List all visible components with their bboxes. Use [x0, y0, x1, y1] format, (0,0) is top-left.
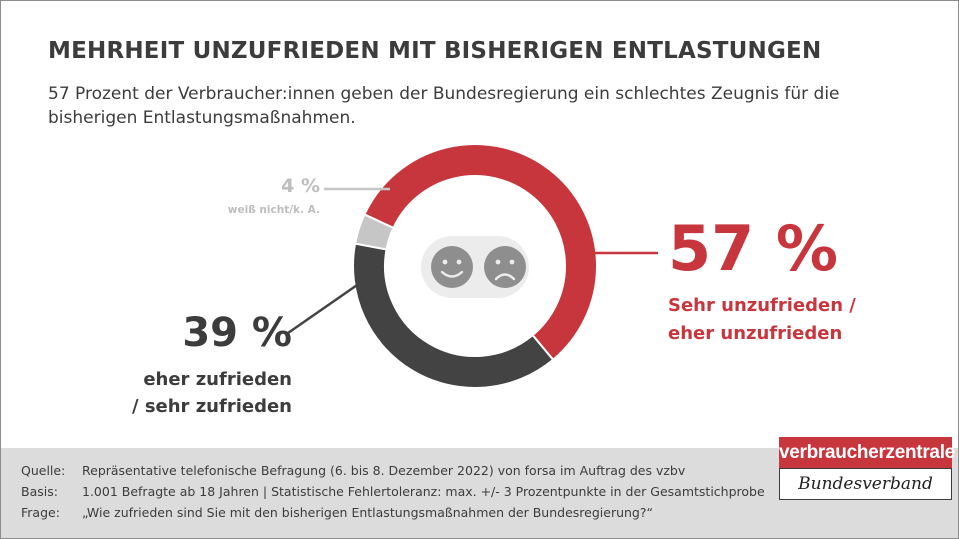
donut-segment-unzufrieden: [363, 143, 598, 362]
donut-segment-zufrieden: [352, 242, 555, 389]
label-unzufrieden-category: Sehr unzufrieden / eher unzufrieden: [668, 292, 868, 348]
logo-wordmark: verbraucherzentrale: [779, 437, 955, 468]
smiley-face-icon: [431, 246, 473, 288]
label-zufrieden-line1: eher zufrieden: [143, 369, 292, 390]
frage-key: Frage:: [21, 505, 60, 520]
frage-value: „Wie zufrieden sind Sie mit den bisherig…: [82, 505, 653, 520]
label-zufrieden-category: eher zufrieden / sehr zufrieden: [92, 366, 292, 420]
chart-title: MEHRHEIT UNZUFRIEDEN MIT BISHERIGEN ENTL…: [48, 38, 822, 64]
source-row-frage: Frage: „Wie zufrieden sind Sie mit den bi…: [21, 505, 653, 520]
label-weiss-nicht-category: weiß nicht/k. A.: [227, 204, 320, 216]
donut-segment-weiss_nicht: [353, 213, 395, 251]
chart-subtitle: 57 Prozent der Verbraucher:innen geben d…: [48, 84, 840, 128]
logo-subline: Bundesverband: [779, 468, 952, 500]
sad-face-icon: [484, 246, 526, 288]
basis-value: 1.001 Befragte ab 18 Jahren | Statistisc…: [82, 484, 765, 499]
donut-chart: [287, 143, 658, 389]
label-zufrieden-value: 39 %: [182, 310, 292, 356]
center-icons: [421, 236, 529, 298]
basis-key: Basis:: [21, 484, 58, 499]
source-row-quelle: Quelle: Repräsentative telefonische Befra…: [21, 463, 685, 478]
source-row-basis: Basis: 1.001 Befragte ab 18 Jahren | Stat…: [21, 484, 765, 499]
source-key: Quelle:: [21, 463, 66, 478]
source-value: Repräsentative telefonische Befragung (6…: [82, 463, 686, 478]
label-unzufrieden-line1: Sehr unzufrieden /: [668, 295, 856, 316]
vzbv-logo: verbraucherzentrale Bundesverband: [779, 437, 955, 500]
label-unzufrieden-value: 57 %: [668, 212, 838, 285]
label-weiss-nicht-value: 4 %: [281, 175, 320, 197]
label-unzufrieden-line2: eher unzufrieden: [668, 323, 843, 344]
leader-line-zufrieden: [287, 281, 361, 335]
label-zufrieden-line2: / sehr zufrieden: [131, 396, 292, 417]
